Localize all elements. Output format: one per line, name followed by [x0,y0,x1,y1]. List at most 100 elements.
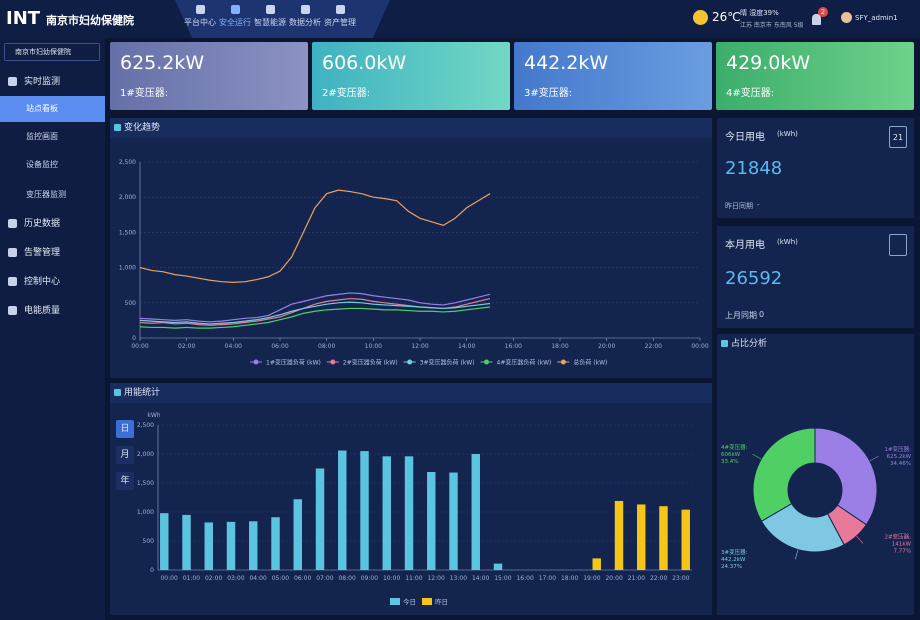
site-select[interactable]: 南京市妇幼保健院 [4,43,100,61]
bell-icon[interactable] [812,14,821,25]
x-tick-label: 13:00 [450,575,467,582]
compare-value: 0 [759,310,765,319]
menu-item[interactable]: 实时监测 [0,68,105,96]
legend-label: 总负荷 (kW) [573,359,607,367]
bar [226,521,236,570]
pie-slice [760,502,845,553]
trend-panel: 变化趋势 0 500 1,000 1,500 2,000 2,500 00:00 02:00 0… [110,118,712,378]
bar [449,472,458,570]
x-tick-label: 04:00 [225,343,242,350]
nav-tab [175,0,390,38]
slice-label: 442.2kW [721,557,746,563]
slice-label: 141kW [892,542,912,548]
bar [249,521,258,570]
x-tick-label: 00:00 [160,575,177,582]
card-value: 625.2kW [120,52,205,74]
pie-slice [814,427,878,526]
x-tick-label: 00:00 [131,343,148,350]
location: 江苏 南京市 东南风 5级 [740,22,804,29]
bar [160,513,169,570]
y-tick-label: 0 [132,335,136,342]
card: 442.2kW 3#变压器: [514,42,712,110]
x-tick-label: 11:00 [405,575,422,582]
x-tick-label: 16:00 [516,575,533,582]
card-value: 442.2kW [524,52,609,74]
bar [271,517,280,570]
nav-label: 平台中心 [184,18,216,27]
weather: 晴 湿度39% [740,9,779,17]
label-line [869,455,879,462]
energy-panel: 用能统计 0 500 1,000 1,500 2,000 2,500 kWh 00:00 01:… [110,383,712,615]
period-button[interactable]: 日 [116,420,134,438]
nav-item[interactable]: 资产管理 [320,5,360,28]
nav-label: 安全运行 [219,18,251,27]
pie-panel: 占比分析 1#变压器: 625.2kW 34.46% 2#变压器: 141kW 7.77%… [717,334,914,615]
legend-swatch [407,359,413,365]
x-tick-label: 00:00 [691,343,708,350]
x-tick-label: 05:00 [272,575,289,582]
slice-label: 625.2kW [887,454,912,460]
x-tick-label: 17:00 [539,575,556,582]
menu-item[interactable]: 告警管理 [0,239,105,267]
x-tick-label: 01:00 [183,575,200,582]
legend-swatch [330,359,336,365]
menu-item[interactable]: 历史数据 [0,210,105,238]
card-value: 606.0kW [322,52,407,74]
x-tick-label: 10:00 [383,575,400,582]
x-tick-label: 02:00 [178,343,195,350]
user-name[interactable]: SFY_admin1 [855,14,898,22]
y-tick-label: 2,500 [137,422,154,429]
submenu-item[interactable]: 设备监控 [26,160,58,169]
legend-label: 4#变压器负荷 (kW) [497,359,552,367]
x-tick-label: 12:00 [427,575,444,582]
logo: INT [6,8,41,29]
slice-label: 3#变压器: [721,548,748,556]
nav-item[interactable]: 智慧能源 [250,5,290,28]
x-tick-label: 07:00 [316,575,333,582]
stat-value: 26592 [725,268,783,289]
y-tick-label: 1,500 [119,229,136,236]
x-tick-label: 23:00 [672,575,689,582]
period-button[interactable]: 月 [116,446,134,464]
x-tick-label: 14:00 [458,343,475,350]
x-tick-label: 08:00 [318,343,335,350]
card-label: 4#变压器: [726,88,775,99]
menu-label: 告警管理 [24,248,61,258]
x-tick-label: 14:00 [472,575,489,582]
legend-label: 1#变压器负荷 (kW) [266,359,321,367]
y-tick-label: 2,000 [137,451,154,458]
label-line [856,535,864,544]
card-label: 3#变压器: [524,88,573,99]
nav-item[interactable]: 安全运行 [215,5,255,28]
badge: 2 [818,7,828,17]
x-tick-label: 20:00 [605,575,622,582]
panel-title: 变化趋势 [110,118,712,138]
slice-label: 606kW [721,452,741,458]
submenu-item[interactable]: 站点看板 [0,96,105,122]
bar [427,471,436,570]
nav-item[interactable]: 平台中心 [180,5,220,28]
nav-item[interactable]: 数据分析 [285,5,325,28]
series-line [139,301,491,325]
nav-label: 智慧能源 [254,18,286,27]
stat-value: 21848 [725,158,783,179]
legend-label: 3#变压器负荷 (kW) [420,359,475,367]
legend-label: 昨日 [435,597,448,606]
bar [338,450,347,570]
bar [204,522,213,570]
x-tick-label: 19:00 [583,575,600,582]
menu-item[interactable]: 控制中心 [0,268,105,296]
submenu-item[interactable]: 监控画面 [26,132,58,141]
menu-item[interactable]: 电能质量 [0,297,105,325]
x-tick-label: 06:00 [271,343,288,350]
avatar [841,12,852,23]
weather-icon [693,10,708,25]
submenu-item[interactable]: 变压器监测 [26,190,66,199]
bar [681,509,690,570]
card: 606.0kW 2#变压器: [312,42,510,110]
stat-unit: (kWh) [777,130,798,138]
temperature: 26℃ [712,10,741,24]
period-button[interactable]: 年 [116,472,134,490]
